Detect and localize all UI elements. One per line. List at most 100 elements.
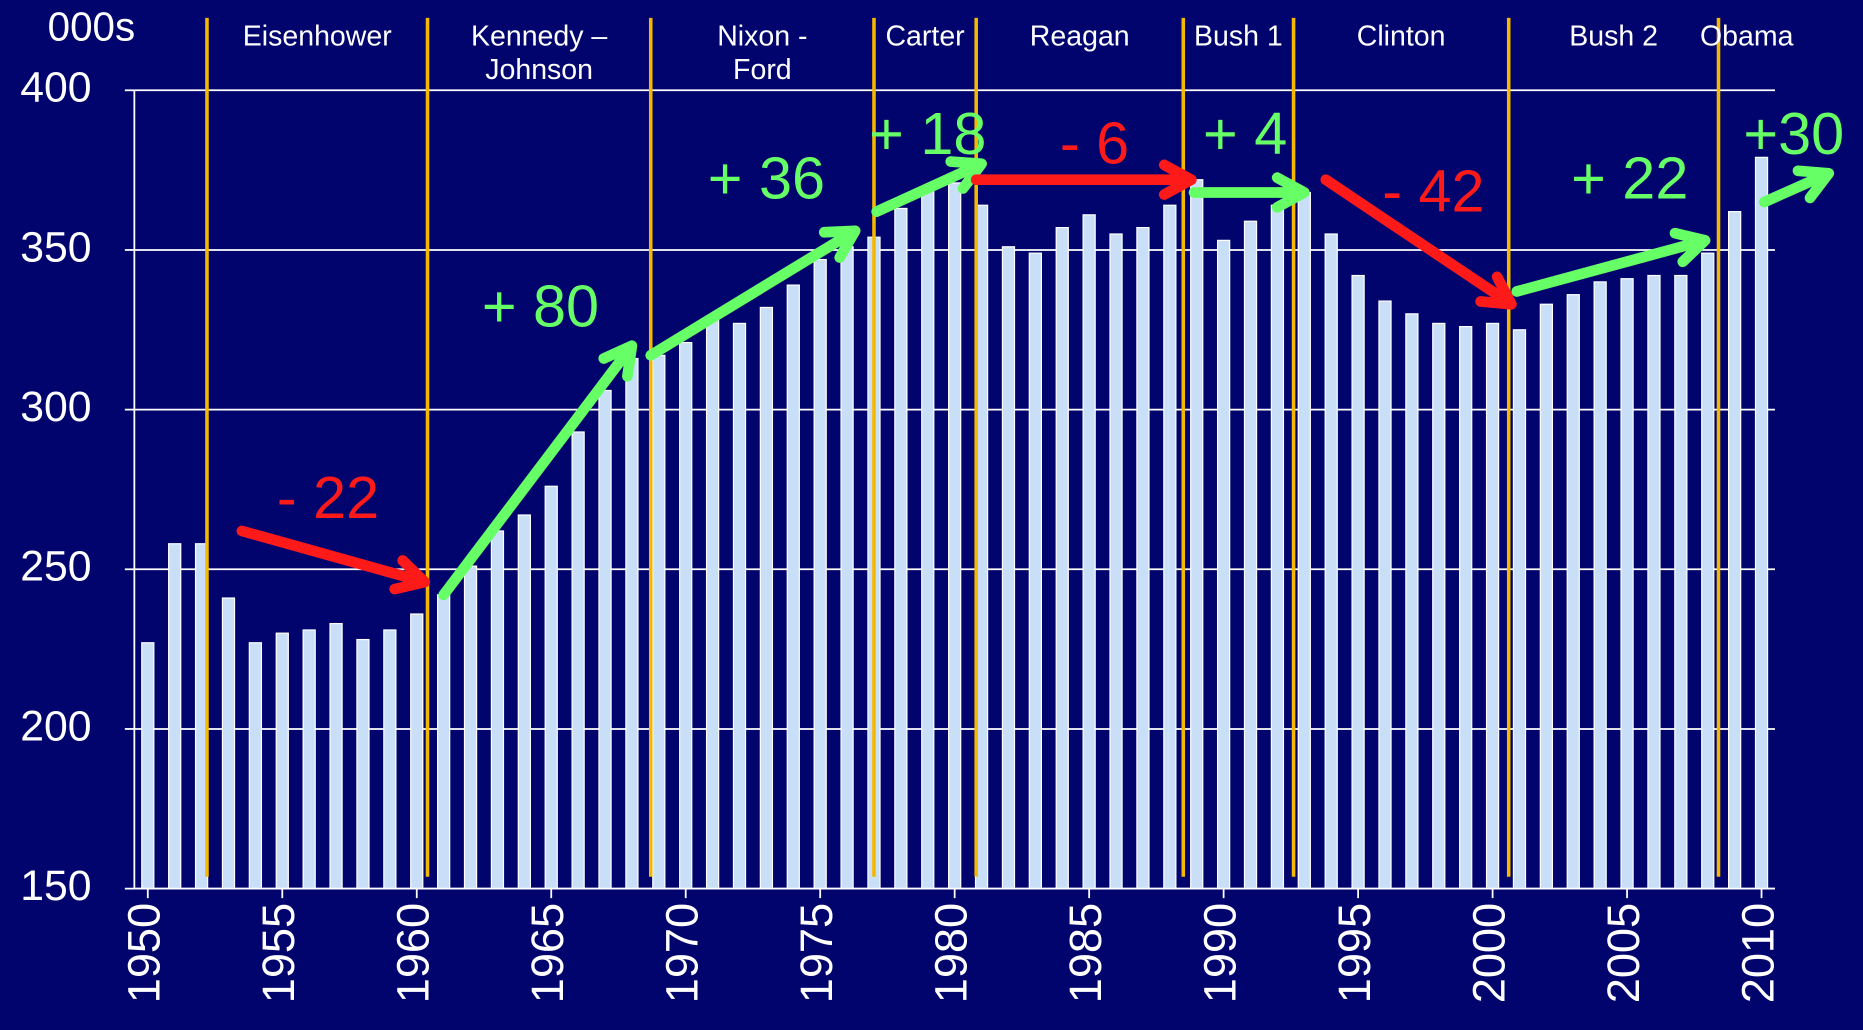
bar	[1297, 191, 1311, 890]
bar	[275, 632, 289, 890]
bar	[1647, 274, 1661, 890]
x-tick-label: 1980	[926, 903, 977, 1003]
bar	[490, 530, 505, 890]
bar	[1109, 233, 1123, 890]
bar	[1593, 281, 1607, 890]
x-tick-label: 1995	[1329, 903, 1380, 1003]
bar	[383, 629, 397, 890]
bar	[1459, 326, 1473, 890]
bar	[517, 514, 531, 890]
bar	[679, 341, 693, 890]
bar	[356, 638, 370, 890]
bar	[1378, 300, 1392, 890]
bar	[1566, 294, 1580, 890]
bar	[1243, 220, 1258, 890]
bar	[1001, 246, 1016, 890]
change-arrow	[1511, 227, 1711, 297]
bar	[1324, 233, 1338, 890]
era-label: Bush 1	[1194, 21, 1283, 53]
change-arrow	[1758, 165, 1835, 208]
bar	[598, 389, 612, 890]
bar	[410, 613, 424, 890]
bar	[1351, 274, 1365, 890]
bar	[894, 207, 908, 890]
change-arrow	[438, 340, 638, 601]
bar	[1432, 322, 1446, 890]
era-label: Bush 2	[1569, 21, 1658, 53]
era-label: Eisenhower	[243, 21, 392, 53]
bar	[1674, 274, 1688, 890]
bar	[1163, 204, 1177, 890]
bar	[840, 246, 854, 890]
change-arrow	[236, 525, 431, 595]
bar	[571, 431, 585, 890]
x-tick-label: 1960	[388, 903, 439, 1003]
bar	[1082, 214, 1096, 890]
bar	[221, 597, 236, 890]
change-label: - 42	[1382, 157, 1484, 224]
era-label: Obama	[1700, 21, 1794, 53]
bar	[1405, 313, 1419, 890]
bar	[1270, 204, 1285, 890]
y-axis-label: 000s	[48, 3, 136, 49]
bar	[652, 354, 666, 890]
change-arrow	[970, 159, 1197, 200]
bar	[1620, 278, 1634, 890]
bar	[1512, 329, 1527, 890]
bar	[168, 543, 182, 890]
x-tick-label: 1990	[1195, 903, 1246, 1003]
bar	[329, 622, 343, 890]
x-tick-label: 1950	[119, 903, 170, 1003]
bar	[1539, 303, 1554, 890]
change-label: + 18	[869, 100, 986, 167]
x-tick-label: 1985	[1060, 903, 1111, 1003]
change-arrow	[1188, 172, 1310, 213]
change-label: + 36	[708, 145, 825, 212]
x-tick-label: 2005	[1598, 903, 1649, 1003]
era-label: Kennedy –	[471, 21, 607, 53]
y-tick-label: 300	[20, 383, 91, 431]
era-label: Reagan	[1030, 21, 1130, 53]
bar	[921, 188, 935, 890]
bar	[302, 629, 316, 890]
bar	[141, 642, 155, 890]
bar	[1727, 211, 1742, 890]
y-tick-label: 250	[20, 543, 91, 591]
bar	[1754, 156, 1769, 890]
bar	[1190, 179, 1204, 890]
era-label: Clinton	[1357, 21, 1446, 53]
x-tick-label: 1965	[522, 903, 573, 1003]
x-tick-label: 2010	[1732, 903, 1783, 1003]
change-label: + 22	[1571, 145, 1688, 212]
bar	[1136, 227, 1150, 890]
bar	[463, 565, 478, 890]
x-tick-label: 1975	[791, 903, 842, 1003]
y-tick-label: 350	[20, 223, 91, 271]
y-tick-label: 200	[20, 702, 91, 750]
bar	[813, 258, 827, 890]
bar	[1485, 322, 1500, 890]
change-label: - 6	[1060, 109, 1129, 176]
era-label: Ford	[733, 54, 792, 86]
x-tick-label: 1970	[657, 903, 708, 1003]
x-tick-label: 2000	[1464, 903, 1515, 1003]
bar	[1216, 239, 1231, 890]
bar	[1701, 252, 1715, 890]
change-arrow	[645, 225, 861, 361]
change-label: +30	[1743, 100, 1844, 167]
y-tick-label: 150	[20, 862, 91, 910]
bar	[248, 642, 263, 890]
bar	[437, 594, 451, 890]
bar	[625, 357, 639, 890]
era-label: Johnson	[485, 54, 593, 86]
y-tick-label: 400	[20, 64, 91, 112]
change-arrow	[1320, 174, 1517, 310]
bar	[705, 319, 720, 890]
x-tick-label: 1955	[253, 903, 304, 1003]
bar	[1028, 252, 1042, 890]
bar	[786, 284, 800, 890]
era-label: Carter	[885, 21, 965, 53]
bar	[544, 485, 558, 890]
change-arrow	[871, 156, 987, 217]
bar	[759, 306, 774, 890]
